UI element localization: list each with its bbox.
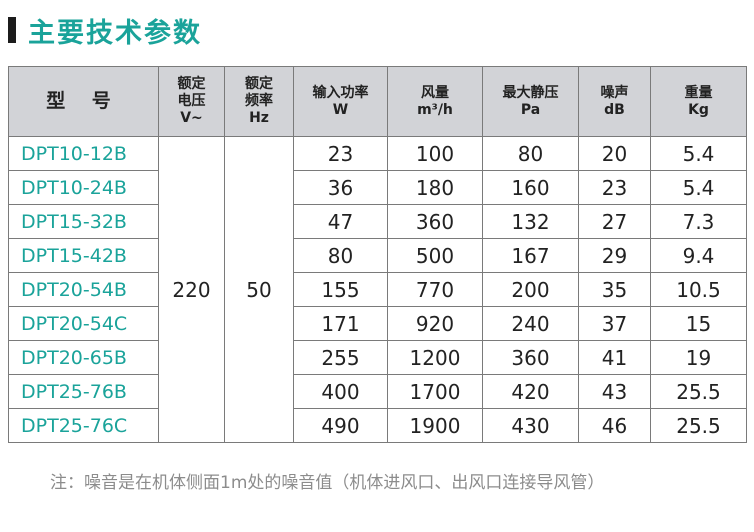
cell-model: DPT25-76B bbox=[8, 374, 159, 409]
cell-weight: 25.5 bbox=[650, 408, 747, 443]
header-voltage-unit: V~ bbox=[180, 110, 203, 126]
cell-noise: 37 bbox=[578, 306, 651, 341]
footnote: 注：噪音是在机体侧面1m处的噪音值（机体进风口、出风口连接导风管） bbox=[50, 473, 605, 493]
cell-power: 400 bbox=[293, 374, 388, 409]
header-frequency: 额定 频率 Hz bbox=[224, 66, 294, 137]
header-pressure-label: 最大静压 bbox=[502, 84, 559, 101]
cell-pressure: 160 bbox=[482, 170, 579, 205]
cell-pressure: 360 bbox=[482, 340, 579, 375]
cell-weight: 9.4 bbox=[650, 238, 747, 273]
table-row: DPT20-54B 155 770 200 35 10.5 bbox=[8, 272, 747, 307]
cell-airflow: 1700 bbox=[387, 374, 483, 409]
header-power: 输入功率 W bbox=[293, 66, 388, 137]
header-airflow-label: 风量 bbox=[421, 84, 449, 101]
header-weight-label: 重量 bbox=[684, 84, 713, 101]
cell-power: 255 bbox=[293, 340, 388, 375]
cell-power: 171 bbox=[293, 306, 388, 341]
cell-model: DPT25-76C bbox=[8, 408, 159, 443]
table-row: DPT10-24B 36 180 160 23 5.4 bbox=[8, 170, 747, 205]
header-voltage-line2: 电压 bbox=[177, 93, 206, 109]
header-power-label: 输入功率 bbox=[312, 84, 369, 101]
header-weight-unit: Kg bbox=[688, 101, 709, 118]
cell-noise: 20 bbox=[578, 136, 651, 171]
cell-model: DPT15-32B bbox=[8, 204, 159, 239]
table-row: DPT25-76B 400 1700 420 43 25.5 bbox=[8, 374, 747, 409]
cell-pressure: 420 bbox=[482, 374, 579, 409]
header-power-unit: W bbox=[332, 101, 349, 118]
cell-pressure: 200 bbox=[482, 272, 579, 307]
header-frequency-unit: Hz bbox=[249, 110, 269, 126]
cell-pressure: 430 bbox=[482, 408, 579, 443]
cell-model: DPT10-12B bbox=[8, 136, 159, 171]
cell-noise: 41 bbox=[578, 340, 651, 375]
cell-noise: 29 bbox=[578, 238, 651, 273]
cell-pressure: 132 bbox=[482, 204, 579, 239]
header-weight: 重量 Kg bbox=[650, 66, 747, 137]
table-row: DPT15-42B 80 500 167 29 9.4 bbox=[8, 238, 747, 273]
table-row: DPT15-32B 47 360 132 27 7.3 bbox=[8, 204, 747, 239]
header-frequency-line1: 额定 bbox=[245, 76, 273, 92]
heading-title: 主要技术参数 bbox=[28, 17, 202, 49]
cell-airflow: 1900 bbox=[387, 408, 483, 443]
header-airflow: 风量 m³/h bbox=[387, 66, 483, 137]
cell-airflow: 1200 bbox=[387, 340, 483, 375]
cell-noise: 27 bbox=[578, 204, 651, 239]
cell-model: DPT20-54C bbox=[8, 306, 159, 341]
cell-weight: 25.5 bbox=[650, 374, 747, 409]
cell-power: 80 bbox=[293, 238, 388, 273]
section-heading: 主要技术参数 bbox=[8, 10, 202, 50]
header-noise: 噪声 dB bbox=[578, 66, 651, 137]
cell-airflow: 770 bbox=[387, 272, 483, 307]
cell-model: DPT15-42B bbox=[8, 238, 159, 273]
header-model: 型 号 bbox=[8, 66, 159, 137]
cell-weight: 5.4 bbox=[650, 136, 747, 171]
cell-weight: 5.4 bbox=[650, 170, 747, 205]
cell-pressure: 240 bbox=[482, 306, 579, 341]
header-noise-label: 噪声 bbox=[600, 84, 629, 101]
cell-airflow: 100 bbox=[387, 136, 483, 171]
cell-weight: 7.3 bbox=[650, 204, 747, 239]
table-row: DPT20-54C 171 920 240 37 15 bbox=[8, 306, 747, 341]
cell-power: 47 bbox=[293, 204, 388, 239]
cell-airflow: 180 bbox=[387, 170, 483, 205]
header-frequency-line2: 频率 bbox=[245, 93, 273, 109]
cell-pressure: 167 bbox=[482, 238, 579, 273]
cell-airflow: 500 bbox=[387, 238, 483, 273]
cell-airflow: 360 bbox=[387, 204, 483, 239]
cell-power: 36 bbox=[293, 170, 388, 205]
cell-power: 23 bbox=[293, 136, 388, 171]
header-pressure-unit: Pa bbox=[520, 101, 541, 118]
cell-weight: 15 bbox=[650, 306, 747, 341]
header-pressure: 最大静压 Pa bbox=[482, 66, 579, 137]
cell-model: DPT10-24B bbox=[8, 170, 159, 205]
cell-weight: 19 bbox=[650, 340, 747, 375]
heading-marker bbox=[8, 17, 16, 43]
table-row: DPT20-65B 255 1200 360 41 19 bbox=[8, 340, 747, 375]
cell-weight: 10.5 bbox=[650, 272, 747, 307]
header-noise-unit: dB bbox=[604, 101, 625, 118]
table-row: DPT25-76C 490 1900 430 46 25.5 bbox=[8, 408, 747, 443]
spec-table: 型 号 额定 电压 V~ 额定 频率 Hz 输入功率 W 风量 m³/h 最大静… bbox=[8, 66, 747, 443]
cell-frequency: 50 bbox=[224, 136, 294, 443]
cell-model: DPT20-65B bbox=[8, 340, 159, 375]
cell-noise: 23 bbox=[578, 170, 651, 205]
cell-power: 490 bbox=[293, 408, 388, 443]
cell-power: 155 bbox=[293, 272, 388, 307]
cell-airflow: 920 bbox=[387, 306, 483, 341]
cell-model: DPT20-54B bbox=[8, 272, 159, 307]
cell-noise: 46 bbox=[578, 408, 651, 443]
cell-noise: 43 bbox=[578, 374, 651, 409]
header-voltage: 额定 电压 V~ bbox=[158, 66, 225, 137]
table-row: DPT10-12B 220 50 23 100 80 20 5.4 bbox=[8, 136, 747, 443]
cell-pressure: 80 bbox=[482, 136, 579, 171]
header-row: 型 号 额定 电压 V~ 额定 频率 Hz 输入功率 W 风量 m³/h 最大静… bbox=[8, 66, 747, 137]
header-airflow-unit: m³/h bbox=[417, 101, 453, 118]
cell-voltage: 220 bbox=[158, 136, 225, 443]
cell-noise: 35 bbox=[578, 272, 651, 307]
header-voltage-line1: 额定 bbox=[177, 76, 206, 92]
